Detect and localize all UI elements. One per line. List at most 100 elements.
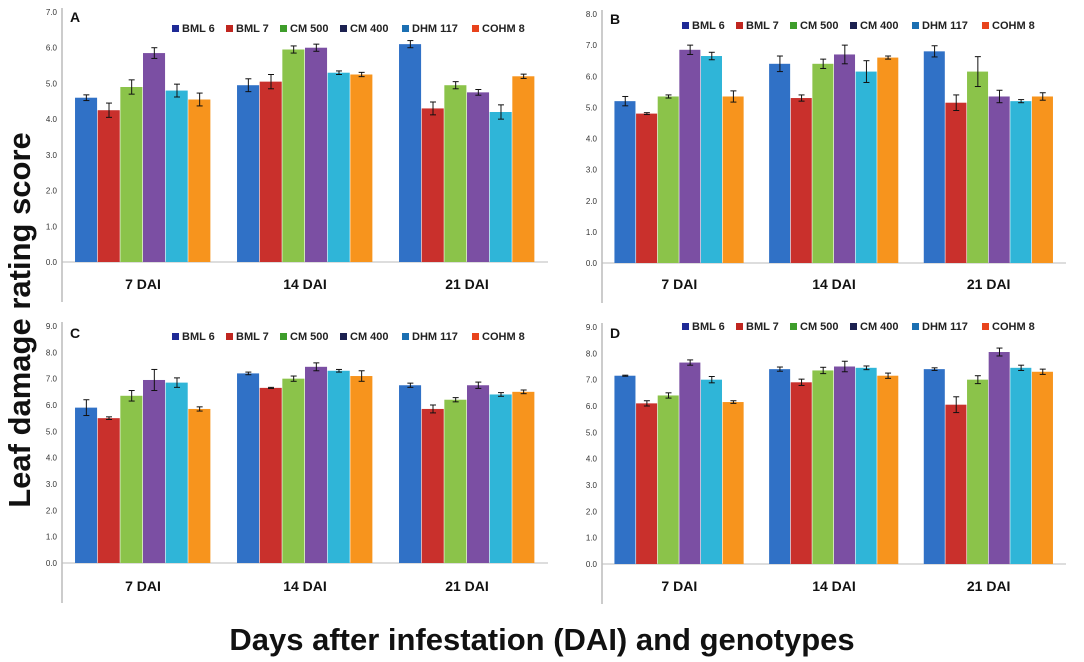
- y-tick-label: 3.0: [46, 151, 58, 160]
- legend-label: BML 6: [182, 331, 215, 343]
- legend-swatch: [340, 25, 347, 32]
- y-tick-label: 4.0: [46, 115, 58, 124]
- category-label: 21 DAI: [445, 276, 489, 292]
- bar: [967, 71, 989, 263]
- bar: [812, 370, 834, 564]
- bar: [812, 63, 834, 263]
- chart-panel-b: 0.0 1.0 2.0 3.0 4.0 5.0 6.0 7.0 8.0 B BML 6 BML 7 CM…: [586, 10, 1066, 303]
- y-tick-label: 5.0: [586, 103, 598, 112]
- y-tick-label: 2.0: [46, 187, 58, 196]
- bar: [75, 407, 98, 563]
- bar: [614, 375, 636, 564]
- bar: [877, 57, 899, 264]
- y-tick-label: 7.0: [46, 375, 58, 384]
- category-label: 14 DAI: [283, 578, 327, 594]
- figure-x-axis-label: Days after infestation (DAI) and genotyp…: [229, 622, 855, 657]
- charts-canvas: 0.0 1.0 2.0 3.0 4.0 5.0 6.0 7.0 A BML 6 BML 7 CM 50…: [46, 8, 1066, 604]
- bar: [467, 385, 490, 563]
- panel-letter: D: [610, 325, 620, 341]
- y-tick-label: 1.0: [586, 534, 598, 543]
- legend-swatch: [472, 333, 479, 340]
- bar: [467, 92, 490, 262]
- legend-swatch: [402, 25, 409, 32]
- bar: [143, 53, 166, 263]
- y-tick-label: 4.0: [46, 454, 58, 463]
- bar: [790, 382, 812, 564]
- legend-swatch: [280, 333, 287, 340]
- legend-swatch: [912, 323, 919, 330]
- bar: [679, 49, 701, 264]
- bar: [305, 47, 328, 262]
- legend-label: BML 7: [236, 23, 269, 35]
- legend-label: DHM 117: [412, 23, 458, 35]
- y-tick-label: 5.0: [586, 428, 598, 437]
- y-tick-label: 3.0: [586, 481, 598, 490]
- legend-label: DHM 117: [922, 321, 968, 333]
- bar: [512, 76, 535, 263]
- bar: [1010, 101, 1032, 264]
- legend-label: CM 400: [350, 23, 389, 35]
- bar: [120, 87, 143, 262]
- legend-label: BML 7: [746, 321, 779, 333]
- legend-label: BML 6: [692, 20, 725, 32]
- bar: [350, 376, 373, 563]
- y-tick-label: 4.0: [586, 455, 598, 464]
- bar: [97, 110, 120, 262]
- legend-label: BML 6: [182, 23, 215, 35]
- bar: [769, 63, 791, 263]
- legend-swatch: [402, 333, 409, 340]
- legend-swatch: [340, 333, 347, 340]
- bar: [988, 352, 1010, 564]
- bar: [75, 97, 98, 262]
- legend-label: CM 500: [800, 321, 839, 333]
- legend-label: COHM 8: [482, 331, 525, 343]
- bar: [1010, 367, 1032, 564]
- bar: [636, 403, 658, 564]
- legend-label: CM 500: [290, 23, 329, 35]
- y-tick-label: 3.0: [586, 166, 598, 175]
- legend-label: CM 500: [800, 20, 839, 32]
- bar: [305, 366, 328, 563]
- bar: [120, 395, 143, 563]
- y-tick-label: 1.0: [46, 533, 58, 542]
- bar: [834, 54, 856, 264]
- figure-y-axis-label-container: Leaf damage rating score: [0, 40, 40, 600]
- bar: [877, 375, 899, 564]
- bar: [1031, 96, 1053, 263]
- y-tick-label: 6.0: [46, 401, 58, 410]
- bar: [790, 98, 812, 263]
- bar: [421, 108, 444, 262]
- legend-swatch: [790, 323, 797, 330]
- legend-swatch: [790, 22, 797, 29]
- bar: [259, 81, 282, 263]
- bar: [489, 394, 512, 563]
- legend-label: COHM 8: [482, 23, 525, 35]
- legend-label: COHM 8: [992, 321, 1035, 333]
- bar: [512, 391, 535, 563]
- y-tick-label: 8.0: [586, 349, 598, 358]
- chart-panel-c: 0.0 1.0 2.0 3.0 4.0 5.0 6.0 7.0 8.0 9.0 C BML 6 BML …: [46, 322, 548, 603]
- y-tick-label: 2.0: [46, 506, 58, 515]
- legend-swatch: [982, 323, 989, 330]
- legend-swatch: [172, 25, 179, 32]
- y-tick-label: 0.0: [586, 259, 598, 268]
- category-label: 14 DAI: [283, 276, 327, 292]
- bar: [444, 85, 467, 262]
- bar: [855, 71, 877, 263]
- bar: [143, 379, 166, 563]
- y-tick-label: 0.0: [46, 559, 58, 568]
- bar: [923, 369, 945, 564]
- bar: [97, 418, 120, 563]
- y-tick-label: 0.0: [586, 560, 598, 569]
- bar: [421, 408, 444, 563]
- bar: [165, 90, 188, 262]
- category-label: 7 DAI: [661, 578, 697, 594]
- panel-letter: C: [70, 325, 80, 341]
- y-tick-label: 2.0: [586, 197, 598, 206]
- y-tick-label: 1.0: [586, 228, 598, 237]
- y-tick-label: 1.0: [46, 222, 58, 231]
- bar: [657, 395, 679, 564]
- bar: [399, 44, 422, 263]
- bar: [722, 96, 744, 263]
